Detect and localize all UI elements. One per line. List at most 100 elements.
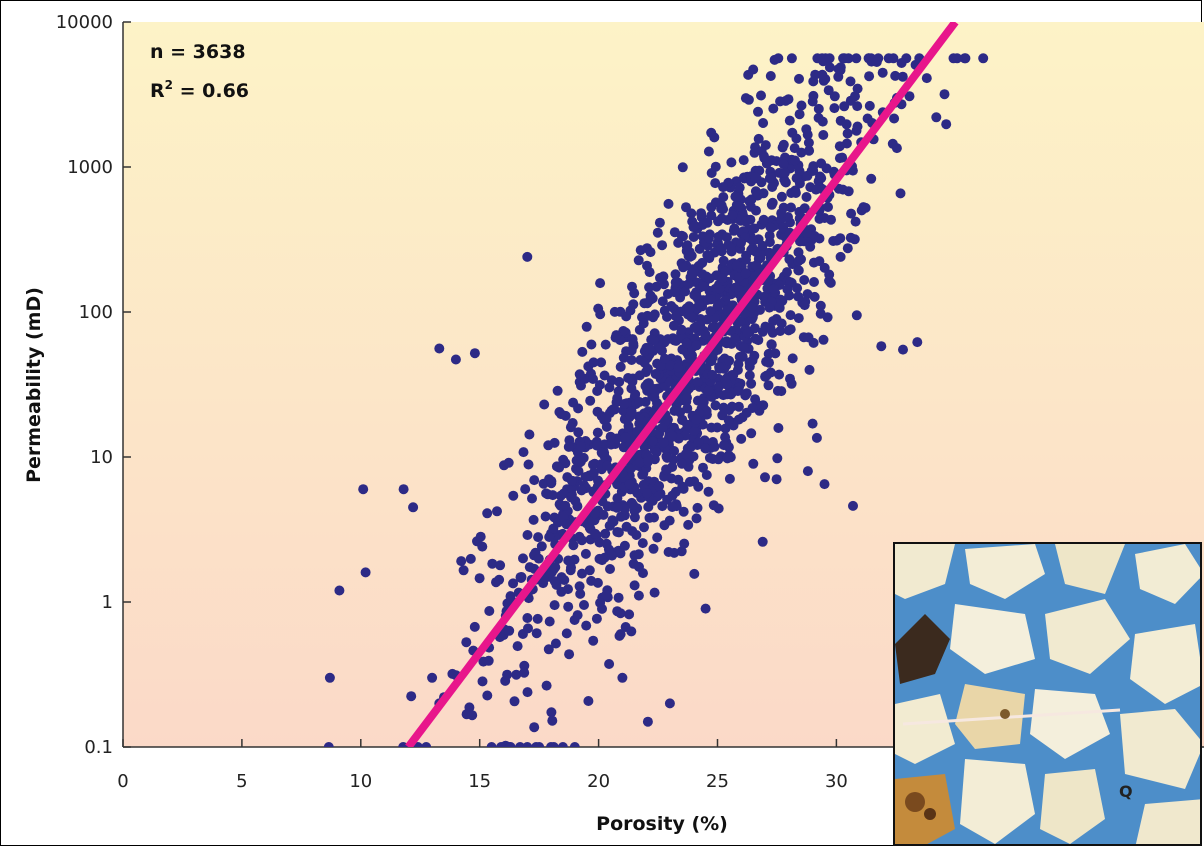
- data-point: [713, 231, 724, 242]
- data-point: [634, 561, 644, 572]
- data-point: [518, 553, 528, 564]
- data-point: [691, 340, 702, 351]
- data-point: [467, 710, 478, 721]
- data-point: [851, 53, 862, 64]
- data-point: [650, 369, 661, 379]
- data-point: [677, 481, 688, 492]
- data-point: [750, 172, 761, 183]
- data-point: [549, 562, 560, 573]
- data-point: [683, 279, 694, 289]
- data-point: [561, 628, 572, 639]
- data-point: [740, 390, 751, 401]
- data-point: [657, 296, 668, 307]
- data-point: [813, 103, 824, 114]
- data-point: [740, 93, 751, 104]
- data-point: [742, 328, 753, 339]
- data-point: [741, 254, 751, 265]
- data-point: [689, 426, 700, 436]
- data-point: [807, 418, 818, 429]
- data-point: [808, 161, 819, 172]
- y-tick-label: 10000: [56, 12, 113, 33]
- data-point: [790, 188, 801, 198]
- data-point: [591, 613, 602, 624]
- data-point: [718, 204, 729, 215]
- data-point: [713, 454, 724, 465]
- data-point: [584, 565, 595, 576]
- data-point: [483, 655, 494, 666]
- data-point: [434, 343, 445, 354]
- data-point: [606, 375, 617, 386]
- data-point: [794, 73, 804, 84]
- data-point: [678, 262, 689, 273]
- data-point: [605, 564, 615, 574]
- data-point: [519, 660, 530, 671]
- data-point: [324, 672, 335, 683]
- data-point: [500, 675, 511, 686]
- data-point: [615, 608, 626, 619]
- data-point: [802, 466, 813, 477]
- data-point: [604, 659, 615, 669]
- data-point: [546, 476, 557, 487]
- data-point: [714, 362, 725, 372]
- data-point: [596, 357, 607, 368]
- data-point: [771, 474, 782, 485]
- data-point: [860, 202, 871, 213]
- data-point: [746, 378, 757, 389]
- data-point: [709, 441, 720, 452]
- data-point: [588, 467, 599, 478]
- data-point: [682, 403, 693, 414]
- data-point: [550, 638, 561, 649]
- data-point: [590, 528, 601, 539]
- data-point: [592, 427, 603, 438]
- data-point: [659, 520, 670, 531]
- data-point: [561, 519, 572, 530]
- data-point: [583, 696, 594, 706]
- data-point: [694, 299, 705, 310]
- data-point: [588, 357, 599, 368]
- data-point: [522, 530, 533, 540]
- data-point: [852, 83, 863, 94]
- data-point: [574, 369, 585, 380]
- data-point: [458, 565, 469, 576]
- data-point: [522, 251, 533, 262]
- data-point: [662, 311, 672, 322]
- data-point: [698, 281, 709, 292]
- data-point: [556, 409, 567, 420]
- data-point: [581, 321, 592, 332]
- data-point: [831, 235, 842, 246]
- data-point: [612, 502, 623, 513]
- data-point: [645, 247, 656, 258]
- data-point: [595, 278, 606, 289]
- data-point: [778, 139, 789, 150]
- data-point: [323, 742, 334, 747]
- data-point: [758, 214, 769, 225]
- data-point: [772, 453, 783, 464]
- data-point: [520, 484, 531, 495]
- data-point: [522, 613, 533, 623]
- data-point: [573, 466, 584, 477]
- data-point: [616, 511, 626, 522]
- data-point: [651, 281, 662, 292]
- data-point: [649, 587, 660, 598]
- data-point: [778, 159, 789, 170]
- data-point: [547, 490, 558, 501]
- data-point: [710, 400, 721, 411]
- data-point: [912, 337, 923, 348]
- data-point: [450, 354, 461, 365]
- data-point: [684, 251, 695, 262]
- data-point: [563, 555, 574, 566]
- data-point: [749, 323, 760, 334]
- data-point: [772, 385, 783, 396]
- data-point: [826, 214, 836, 225]
- data-point: [897, 71, 908, 82]
- data-point: [680, 449, 691, 460]
- data-point: [496, 742, 507, 747]
- data-point: [837, 184, 848, 195]
- data-point: [921, 73, 932, 84]
- data-point: [734, 201, 744, 212]
- data-point: [669, 405, 680, 416]
- data-point: [948, 53, 959, 64]
- data-point: [724, 405, 735, 416]
- data-point: [644, 343, 655, 354]
- data-point: [544, 616, 555, 627]
